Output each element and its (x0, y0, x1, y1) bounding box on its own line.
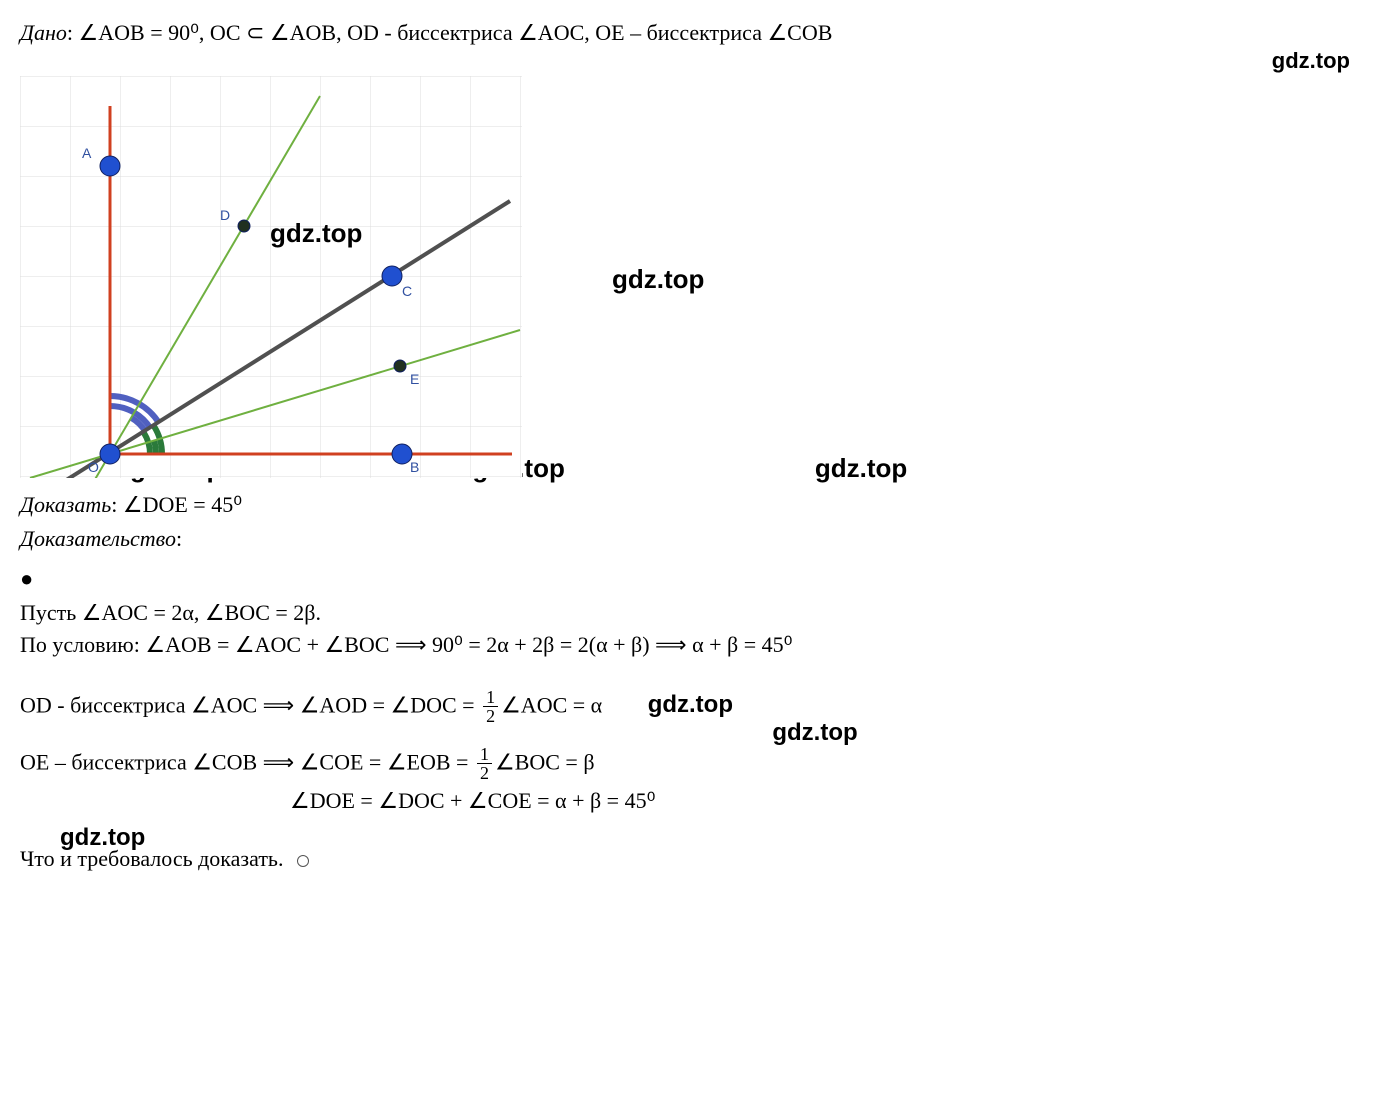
svg-text:E: E (410, 371, 419, 387)
watermark-top-right: gdz.top (20, 48, 1380, 74)
fraction-half-1: 12 (483, 688, 498, 727)
given-label: Дано (20, 20, 67, 45)
svg-text:A: A (82, 145, 92, 161)
watermark-diagram-right: gdz.top (612, 264, 704, 295)
geometric-diagram: A O B C D E (20, 76, 522, 478)
bullet-marker: ● (20, 566, 1380, 592)
prove-math: : ∠DOE = 45⁰ (111, 492, 242, 517)
watermark-inline-1: gdz.top (648, 691, 733, 718)
fraction-half-2: 12 (477, 745, 492, 784)
given-statement: Дано: ∠AOB = 90⁰, OC ⊂ ∠AOB, OD - биссек… (20, 20, 1380, 46)
condition-statement: По условию: ∠AOB = ∠AOC + ∠BOC ⟹ 90⁰ = 2… (20, 632, 1380, 658)
prove-label: Доказать (20, 492, 111, 517)
qed-text: Что и требовалось доказать. (20, 846, 283, 871)
qed-circle-icon (297, 855, 309, 867)
svg-text:D: D (220, 207, 230, 223)
svg-text:C: C (402, 283, 412, 299)
let-statement: Пусть ∠AOC = 2α, ∠BOC = 2β. (20, 600, 1380, 626)
qed-line: Что и требовалось доказать. (20, 846, 1380, 872)
od-suffix: ∠AOC = α (501, 692, 602, 717)
given-math: : ∠AOB = 90⁰, OC ⊂ ∠AOB, OD - биссектрис… (67, 20, 833, 45)
od-prefix: OD - биссектриса ∠AOC ⟹ ∠AOD = ∠DOC = (20, 692, 480, 717)
proof-heading: Доказательство: (20, 526, 1380, 552)
prove-line: Доказать: ∠DOE = 45⁰ (20, 492, 1380, 518)
oe-suffix: ∠BOC = β (495, 749, 595, 774)
svg-text:O: O (88, 459, 99, 475)
oe-prefix: OE – биссектриса ∠COB ⟹ ∠COE = ∠EOB = (20, 749, 474, 774)
watermark-below-3: gdz.top (815, 453, 907, 484)
proof-colon: : (176, 526, 182, 551)
final-equation: ∠DOE = ∠DOC + ∠COE = α + β = 45⁰ (290, 788, 1380, 814)
oe-bisector-line: OE – биссектриса ∠COB ⟹ ∠COE = ∠EOB = 12… (20, 745, 1380, 784)
watermark-on-diagram-1: gdz.top (270, 218, 362, 249)
svg-text:B: B (410, 459, 419, 475)
proof-label: Доказательство (20, 526, 176, 551)
